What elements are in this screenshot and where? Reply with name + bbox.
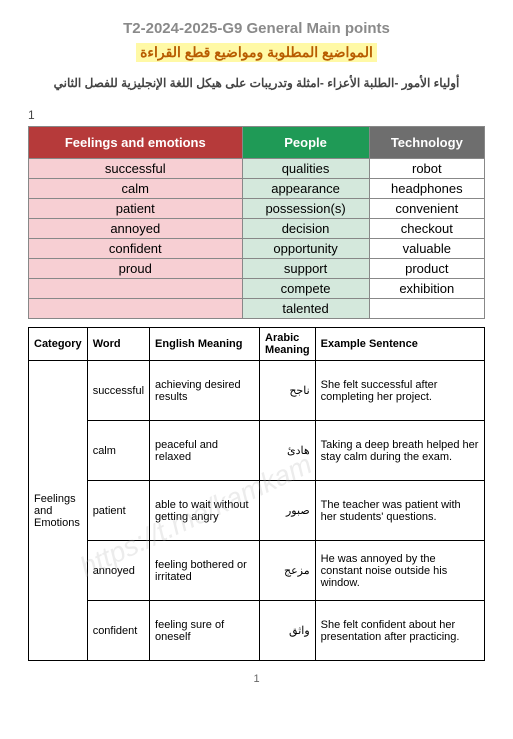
vocab-english: feeling bothered or irritated	[150, 541, 260, 601]
topics-header-people: People	[242, 127, 369, 159]
vocab-example: She felt successful after completing her…	[315, 361, 484, 421]
vocab-header-arabic: Arabic Meaning	[260, 328, 316, 361]
vocab-example: The teacher was patient with her student…	[315, 481, 484, 541]
main-title: T2-2024-2025-G9 General Main points	[28, 20, 485, 37]
arabic-subtitle: أولياء الأمور -الطلبة الأعزاء -امثلة وتد…	[28, 76, 485, 90]
topics-cell: annoyed	[29, 219, 243, 239]
topics-cell: qualities	[242, 159, 369, 179]
vocab-word: annoyed	[87, 541, 149, 601]
page-number: 1	[28, 673, 485, 685]
vocab-word: confident	[87, 601, 149, 661]
topics-cell: support	[242, 259, 369, 279]
vocab-arabic: ناجح	[260, 361, 316, 421]
vocab-english: achieving desired results	[150, 361, 260, 421]
topics-cell: opportunity	[242, 239, 369, 259]
topics-cell: confident	[29, 239, 243, 259]
vocab-english: peaceful and relaxed	[150, 421, 260, 481]
vocab-word: patient	[87, 481, 149, 541]
topics-cell	[29, 299, 243, 319]
vocab-table: Category Word English Meaning Arabic Mea…	[28, 327, 485, 661]
vocab-arabic: هادئ	[260, 421, 316, 481]
vocab-word: successful	[87, 361, 149, 421]
topics-header-feelings: Feelings and emotions	[29, 127, 243, 159]
vocab-example: She felt confident about her presentatio…	[315, 601, 484, 661]
vocab-example: Taking a deep breath helped her stay cal…	[315, 421, 484, 481]
topics-cell: product	[369, 259, 484, 279]
vocab-example: He was annoyed by the constant noise out…	[315, 541, 484, 601]
topics-cell: calm	[29, 179, 243, 199]
vocab-header-word: Word	[87, 328, 149, 361]
topics-cell: checkout	[369, 219, 484, 239]
topics-cell: patient	[29, 199, 243, 219]
vocab-category-cell: Feelings and Emotions	[29, 361, 88, 661]
top-page-mark: 1	[28, 108, 485, 122]
vocab-header-example: Example Sentence	[315, 328, 484, 361]
topics-cell: headphones	[369, 179, 484, 199]
topics-cell	[369, 299, 484, 319]
vocab-english: feeling sure of oneself	[150, 601, 260, 661]
topics-cell: convenient	[369, 199, 484, 219]
topics-cell: appearance	[242, 179, 369, 199]
topics-cell: exhibition	[369, 279, 484, 299]
arabic-title: المواضيع المطلوبة ومواضيع قطع القراءة	[136, 43, 377, 62]
topics-cell: valuable	[369, 239, 484, 259]
vocab-word: calm	[87, 421, 149, 481]
vocab-arabic: صبور	[260, 481, 316, 541]
topics-cell: successful	[29, 159, 243, 179]
vocab-arabic: مزعج	[260, 541, 316, 601]
topics-cell: decision	[242, 219, 369, 239]
topics-table: Feelings and emotions People Technology …	[28, 126, 485, 319]
topics-cell	[29, 279, 243, 299]
vocab-header-english: English Meaning	[150, 328, 260, 361]
topics-cell: possession(s)	[242, 199, 369, 219]
vocab-arabic: واثق	[260, 601, 316, 661]
topics-header-technology: Technology	[369, 127, 484, 159]
topics-cell: compete	[242, 279, 369, 299]
vocab-english: able to wait without getting angry	[150, 481, 260, 541]
topics-cell: proud	[29, 259, 243, 279]
vocab-header-category: Category	[29, 328, 88, 361]
topics-cell: robot	[369, 159, 484, 179]
topics-cell: talented	[242, 299, 369, 319]
